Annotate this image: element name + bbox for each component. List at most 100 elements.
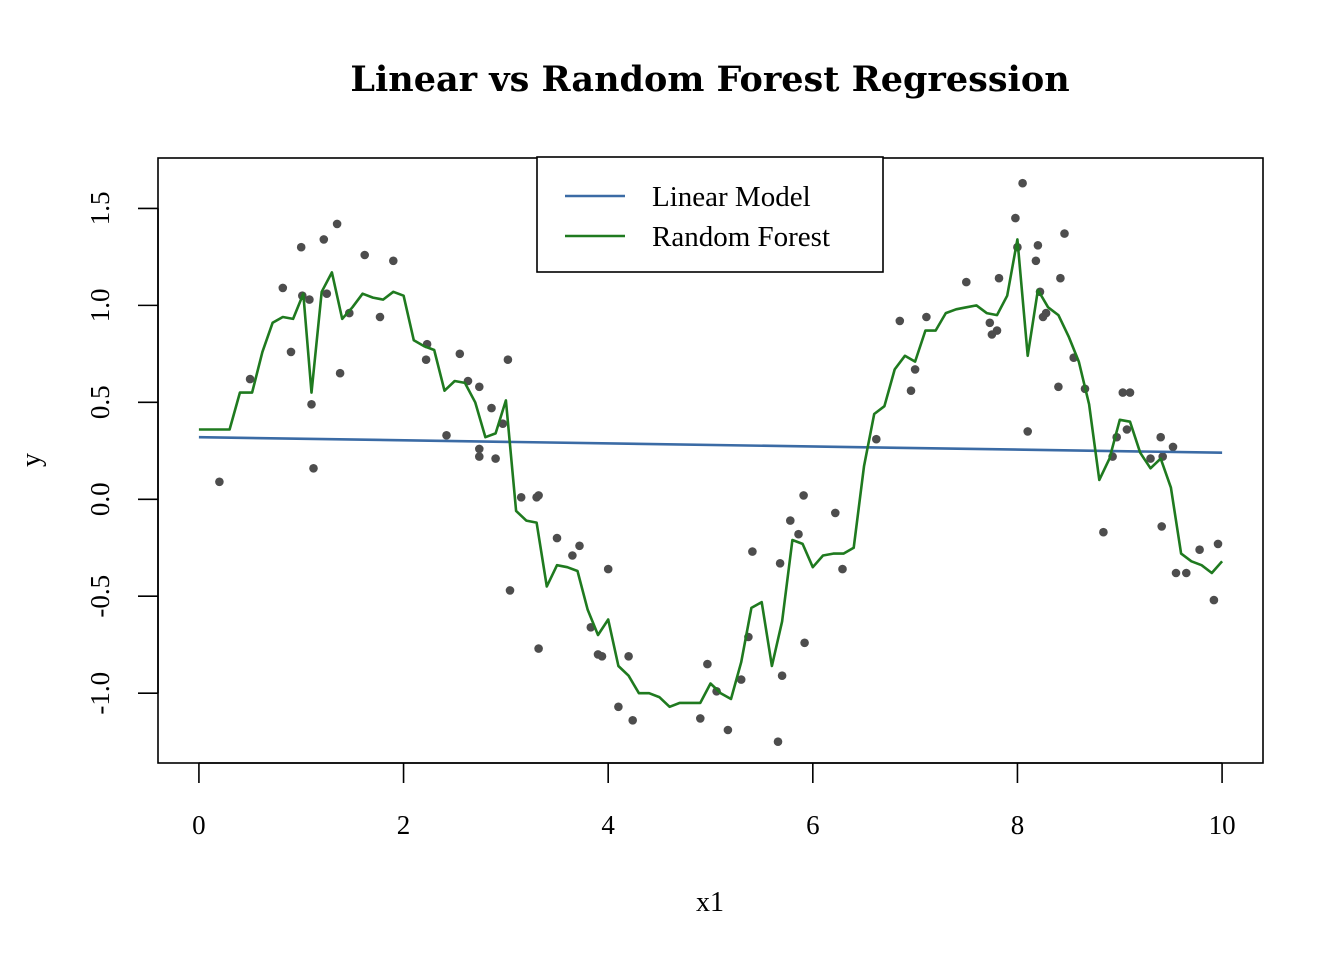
data-point-15 [375,312,385,322]
data-point-80 [1056,273,1065,283]
x-axis-label: x1 [696,887,724,918]
data-point-3 [286,347,296,357]
data-point-88 [1122,425,1132,434]
data-point-1 [245,374,255,384]
y-tick-label-2: 0.0 [85,482,115,516]
y-tick-label-1: -0.5 [85,575,115,618]
data-point-19 [442,431,451,440]
x-tick-label-2: 4 [601,810,615,840]
y-axis-label: y [16,453,47,467]
data-point-24 [475,452,484,461]
data-point-54 [786,516,795,525]
data-point-43 [628,716,637,725]
data-point-44 [696,714,705,723]
data-point-69 [994,273,1004,283]
data-point-12 [335,368,345,378]
data-point-28 [503,355,513,365]
data-point-53 [777,671,787,680]
data-point-79 [1054,382,1063,392]
data-point-26 [491,454,500,463]
data-point-51 [773,737,783,746]
data-point-65 [962,277,971,287]
data-point-45 [703,659,712,669]
data-point-55 [794,529,803,539]
data-point-95 [1171,568,1181,578]
data-point-60 [872,434,881,444]
data-point-22 [475,382,484,392]
data-point-34 [552,533,562,543]
data-point-97 [1195,545,1204,554]
data-point-36 [575,541,584,551]
y-tick-label-0: -1.0 [85,672,115,715]
data-point-81 [1060,229,1069,238]
y-tick-label-3: 0.5 [85,385,115,419]
data-point-8 [309,464,318,473]
data-point-66 [985,318,995,328]
x-axis: 0 2 4 6 8 10 [192,762,1236,840]
data-point-57 [800,638,809,648]
data-point-48 [736,675,746,684]
data-point-0 [215,477,224,487]
data-point-68 [992,326,1002,335]
data-point-40 [603,564,613,574]
data-point-96 [1182,568,1191,578]
data-point-92 [1157,522,1166,531]
data-point-62 [906,386,916,396]
data-point-18 [421,355,431,365]
data-point-91 [1156,432,1165,442]
data-point-87 [1118,388,1128,397]
legend-box [536,156,884,273]
chart-title: Linear vs Random Forest Regression [350,59,1069,100]
data-point-7 [307,400,316,409]
data-point-64 [922,312,931,322]
data-point-2 [278,283,288,293]
y-tick-label-5: 1.5 [85,192,115,226]
y-axis: -1.0 -0.5 0.0 0.5 1.0 1.5 [85,192,159,715]
data-point-42 [624,652,633,661]
data-point-11 [332,219,342,229]
legend-label-linear: Linear Model [652,181,811,213]
data-point-52 [775,559,785,568]
data-point-46 [712,687,721,696]
data-point-39 [597,652,607,661]
data-point-99 [1213,539,1223,549]
data-point-73 [1023,427,1032,436]
data-point-84 [1099,527,1108,537]
linear-model-line [198,435,1223,454]
legend-label-forest: Random Forest [652,221,830,253]
data-point-70 [1011,213,1020,223]
data-point-10 [322,289,332,299]
data-point-9 [319,235,329,244]
x-tick-label-1: 2 [397,810,411,840]
data-point-75 [1033,241,1043,250]
data-point-41 [614,702,623,712]
data-point-72 [1018,178,1027,188]
x-tick-label-0: 0 [192,810,206,840]
data-point-89 [1125,388,1135,397]
data-point-58 [831,508,840,518]
data-point-94 [1168,442,1178,452]
x-tick-label-3: 6 [806,810,820,840]
data-point-33 [534,644,543,653]
data-point-6 [305,295,314,304]
data-point-50 [748,547,757,556]
data-point-14 [360,250,370,260]
random-forest-line [198,238,1224,709]
data-point-20 [455,349,465,359]
legend: Linear Model Random Forest [536,156,884,273]
data-point-4 [296,242,306,252]
data-point-13 [345,308,354,318]
data-point-90 [1146,454,1155,463]
data-point-56 [799,491,808,500]
data-point-47 [723,725,733,735]
x-tick-label-4: 8 [1011,810,1025,840]
data-point-25 [487,403,496,413]
data-point-16 [389,256,398,266]
data-point-32 [534,491,543,500]
data-point-63 [910,365,920,374]
data-point-29 [505,586,515,595]
data-point-59 [838,564,847,574]
y-tick-label-4: 1.0 [85,289,115,323]
data-point-23 [475,444,484,454]
